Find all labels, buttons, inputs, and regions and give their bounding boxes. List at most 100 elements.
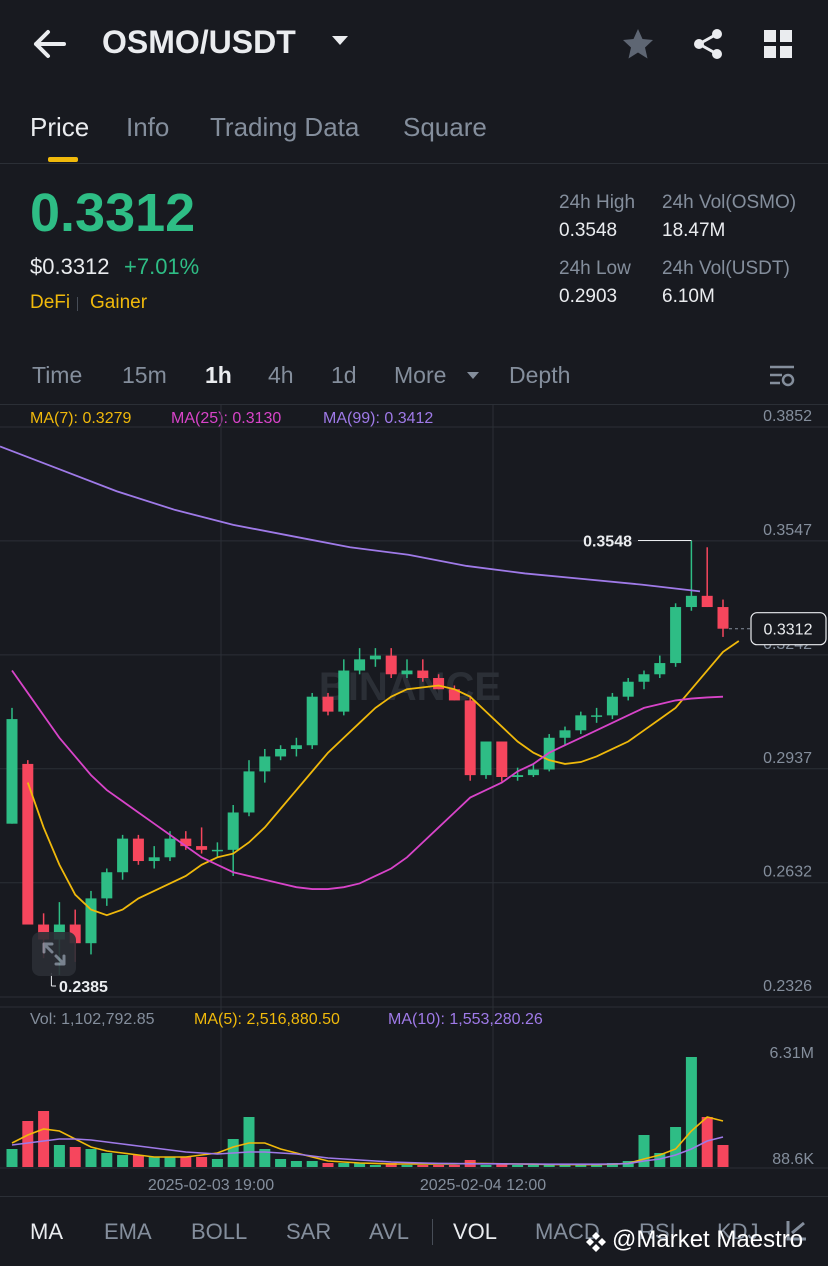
expand-icon bbox=[42, 942, 66, 966]
footer-watermark: @Market Maestro bbox=[612, 1226, 804, 1253]
candle-body bbox=[338, 670, 350, 712]
active-tab-indicator bbox=[48, 157, 78, 162]
share-icon[interactable] bbox=[690, 26, 726, 62]
candle-body bbox=[559, 730, 571, 738]
indicator-kdj[interactable]: KDJ bbox=[717, 1219, 759, 1244]
stat-vol-quote-label: 24h Vol(USDT) bbox=[662, 258, 790, 279]
volume-bar bbox=[717, 1145, 729, 1167]
volume-bar bbox=[148, 1157, 160, 1167]
indicator-ma[interactable]: MA bbox=[30, 1219, 63, 1244]
volume-bar bbox=[654, 1153, 666, 1167]
volume-bar bbox=[685, 1057, 697, 1167]
candle-body bbox=[69, 924, 81, 944]
volume-bar bbox=[670, 1127, 682, 1167]
tab-info[interactable]: Info bbox=[126, 112, 170, 142]
caret-down-icon[interactable] bbox=[332, 36, 348, 45]
volume-bar bbox=[6, 1149, 18, 1167]
volume-bar bbox=[638, 1135, 650, 1167]
pair-title[interactable]: OSMO/USDT bbox=[102, 24, 296, 60]
candle-body bbox=[638, 674, 650, 682]
main-tabs: Price Info Trading Data Square bbox=[0, 100, 828, 164]
volume-bar bbox=[591, 1165, 603, 1167]
low-marker-label: 0.2385 bbox=[59, 979, 108, 996]
volume-bar bbox=[243, 1117, 255, 1167]
binance-logo-icon bbox=[586, 1232, 606, 1252]
price-change: +7.01% bbox=[124, 254, 200, 279]
more-caret-down-icon[interactable] bbox=[467, 372, 479, 379]
y-tick-label: 0.3547 bbox=[763, 522, 812, 539]
interval-1d[interactable]: 1d bbox=[331, 362, 357, 388]
candle-body bbox=[512, 775, 524, 777]
volume-bar bbox=[527, 1165, 539, 1167]
candle-body bbox=[433, 678, 445, 690]
indicator-avl[interactable]: AVL bbox=[369, 1219, 409, 1244]
indicator-boll[interactable]: BOLL bbox=[191, 1219, 248, 1244]
indicator-rsi[interactable]: RSI bbox=[639, 1219, 676, 1244]
candle-body bbox=[243, 771, 255, 813]
volume-bar bbox=[701, 1117, 713, 1167]
volume-bar bbox=[164, 1157, 176, 1167]
volume-bar bbox=[69, 1147, 81, 1167]
indicator-sar[interactable]: SAR bbox=[286, 1219, 332, 1244]
interval-time[interactable]: Time bbox=[32, 362, 83, 388]
volume-bar bbox=[354, 1163, 366, 1167]
expand-chart-button[interactable] bbox=[32, 932, 76, 976]
grid-icon[interactable] bbox=[762, 28, 794, 60]
volume-bar bbox=[338, 1163, 350, 1167]
volume-bar bbox=[369, 1165, 381, 1167]
interval-1h[interactable]: 1h bbox=[205, 362, 232, 388]
current-price-label: 0.3312 bbox=[764, 622, 813, 639]
tab-trading-data[interactable]: Trading Data bbox=[210, 112, 360, 142]
x-tick-label: 2025-02-04 12:00 bbox=[420, 1177, 546, 1194]
back-arrow-icon[interactable] bbox=[30, 22, 70, 66]
vol-legend: Vol: 1,102,792.85 bbox=[30, 1011, 155, 1028]
candle-body bbox=[180, 838, 192, 847]
star-icon[interactable] bbox=[620, 26, 656, 62]
x-tick-label: 2025-02-03 19:00 bbox=[148, 1177, 274, 1194]
candle-body bbox=[575, 715, 587, 731]
tag-divider bbox=[77, 297, 78, 311]
tab-price[interactable]: Price bbox=[30, 112, 90, 142]
volume-bar bbox=[559, 1165, 571, 1167]
interval-depth[interactable]: Depth bbox=[509, 362, 571, 388]
interval-4h[interactable]: 4h bbox=[268, 362, 294, 388]
indicator-vol[interactable]: VOL bbox=[453, 1219, 498, 1244]
y-tick-label: 0.2937 bbox=[763, 750, 812, 767]
high-marker-label: 0.3548 bbox=[583, 534, 632, 551]
stat-high-value: 0.3548 bbox=[559, 220, 618, 241]
candle-body bbox=[606, 696, 618, 716]
candle-body bbox=[6, 719, 18, 824]
stat-vol-base-label: 24h Vol(OSMO) bbox=[662, 192, 797, 213]
ma99-legend: MA(99): 0.3412 bbox=[323, 410, 434, 427]
tag-defi[interactable]: DeFi bbox=[30, 292, 71, 313]
volume-bar bbox=[512, 1165, 524, 1167]
candle-body bbox=[132, 838, 144, 862]
candle-body bbox=[591, 715, 603, 717]
candle-body bbox=[164, 838, 176, 858]
candle-body bbox=[85, 898, 97, 944]
y-tick-label: 0.2632 bbox=[763, 864, 812, 881]
candle-body bbox=[401, 670, 413, 675]
interval-15m[interactable]: 15m bbox=[122, 362, 167, 388]
volume-bar bbox=[132, 1155, 144, 1167]
interval-more[interactable]: More bbox=[394, 362, 447, 388]
tab-square[interactable]: Square bbox=[403, 112, 487, 142]
volume-bar bbox=[543, 1165, 555, 1167]
candle-body bbox=[101, 872, 113, 899]
indicator-bar: MA EMA BOLL SAR AVL VOL MACD RSI KDJ bbox=[0, 1196, 828, 1266]
y-tick-label: 0.2326 bbox=[763, 978, 812, 995]
indicator-settings-icon[interactable] bbox=[784, 1217, 810, 1243]
candle-body bbox=[196, 846, 208, 850]
indicator-ema[interactable]: EMA bbox=[104, 1219, 152, 1244]
ma-lines bbox=[0, 445, 740, 917]
volume-bar bbox=[180, 1157, 192, 1167]
chart-gridlines bbox=[0, 405, 828, 1169]
price-chart[interactable]: BINANCE 0.38520.35470.32420.29370.26320.… bbox=[0, 405, 828, 1195]
volume-bar bbox=[448, 1165, 460, 1167]
ma7-legend: MA(7): 0.3279 bbox=[30, 410, 132, 427]
volume-bar bbox=[417, 1165, 429, 1167]
tag-gainer[interactable]: Gainer bbox=[90, 292, 148, 313]
chart-settings-icon[interactable] bbox=[768, 364, 796, 388]
candle-body bbox=[275, 748, 287, 757]
